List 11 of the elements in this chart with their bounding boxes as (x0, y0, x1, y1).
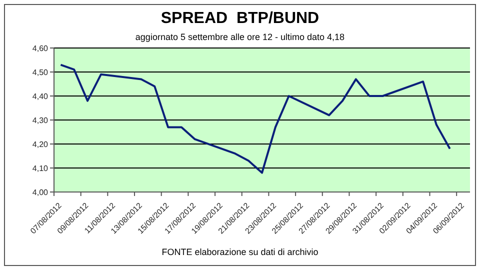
chart-title: SPREAD BTP/BUND (160, 10, 320, 28)
y-tick-label: 4,00 (32, 188, 49, 197)
y-tick-label: 4,20 (32, 140, 49, 149)
y-tick-label: 4,10 (32, 164, 49, 173)
line-series (60, 64, 451, 174)
chart-subtitle: aggiornato 5 settembre alle ore 12 - ultimo dato 4,18 (134, 32, 346, 42)
y-tick-label: 4,50 (32, 68, 49, 77)
y-tick-label: 4,40 (32, 92, 49, 101)
source-note: FONTE elaborazione su dati di archivio (160, 247, 320, 257)
y-tick-label: 4,30 (32, 116, 49, 125)
y-tick-label: 4,60 (32, 44, 49, 53)
